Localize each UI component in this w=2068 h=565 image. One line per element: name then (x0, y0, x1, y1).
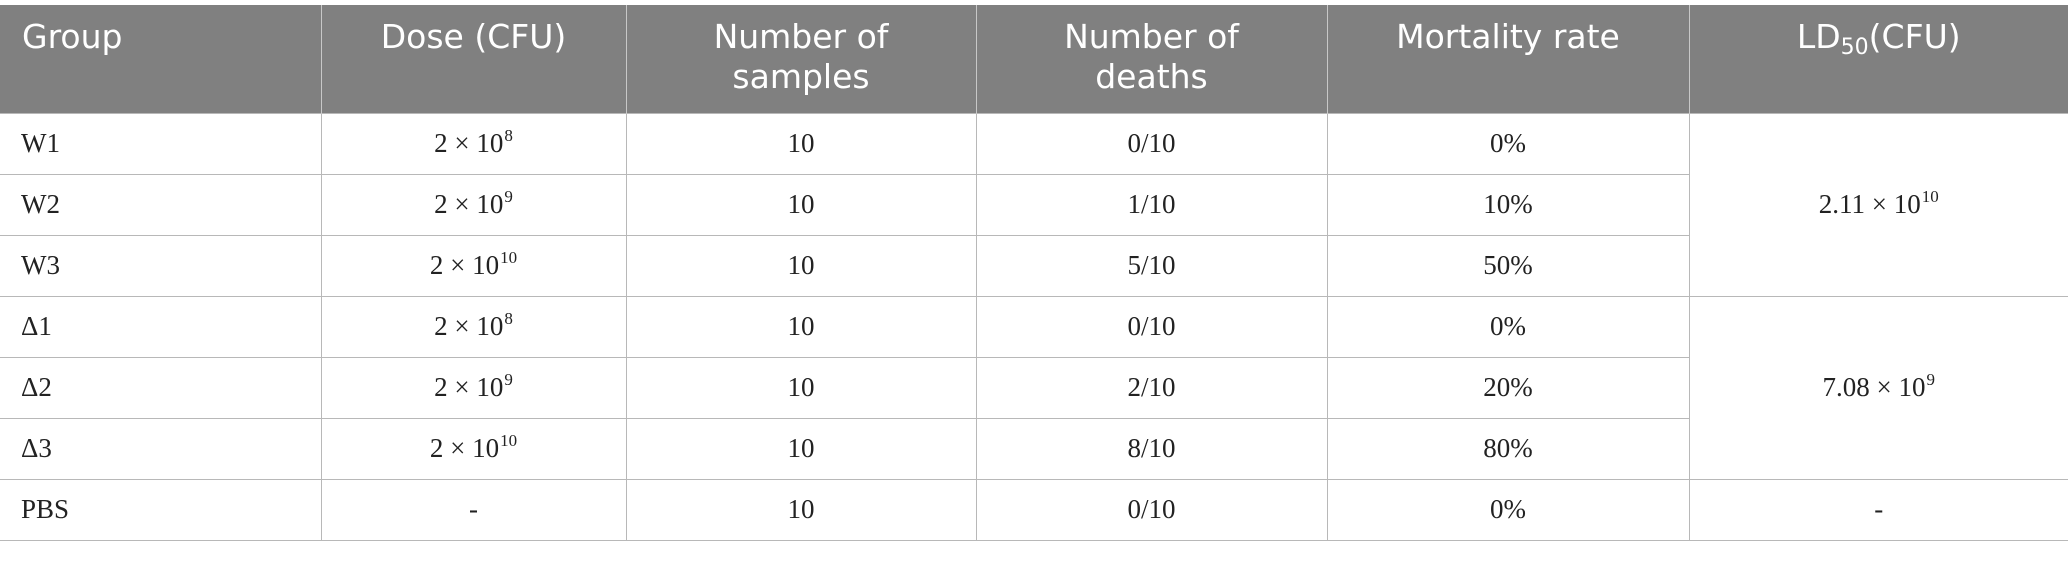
header-group: Group (0, 5, 322, 113)
header-deaths-line2: deaths (1095, 57, 1208, 96)
dose-exponent: 10 (500, 248, 518, 267)
cell-group: Δ3 (0, 417, 322, 480)
dose-base: 2 × 10 (434, 128, 504, 158)
cell-ld50-wild: 2.11 × 1010 (1688, 112, 2068, 297)
header-ld50: LD50(CFU) (1688, 5, 2068, 113)
ld50-table-container: Group Dose (CFU) Number of samples Number… (0, 5, 2068, 541)
header-dose-label: Dose (CFU) (380, 17, 567, 56)
ld50-wild-base: 2.11 × 10 (1818, 189, 1921, 219)
cell-deaths: 2/10 (975, 356, 1328, 419)
cell-deaths: 5/10 (975, 234, 1328, 297)
header-ld50-unit: (CFU) (1868, 17, 1961, 56)
cell-dose: 2 × 109 (320, 356, 627, 419)
cell-group: W1 (0, 112, 322, 175)
cell-deaths: 0/10 (975, 295, 1328, 358)
cell-deaths: 1/10 (975, 173, 1328, 236)
header-deaths-line1: Number of (1064, 17, 1239, 56)
cell-samples: 10 (625, 417, 977, 480)
cell-dose: - (320, 478, 627, 541)
dose-base: 2 × 10 (429, 433, 500, 463)
cell-mortality: 80% (1326, 417, 1690, 480)
ld50-mutant-exponent: 9 (1926, 370, 1935, 389)
cell-group: PBS (0, 478, 322, 541)
cell-samples: 10 (625, 112, 977, 175)
header-samples-line1: Number of (713, 17, 889, 56)
header-ld50-main: LD (1796, 17, 1841, 56)
table-row: W1 2 × 108 10 0/10 0% 2.11 × 1010 (0, 112, 2068, 297)
dose-exponent: 8 (504, 309, 513, 328)
cell-group: Δ1 (0, 295, 322, 358)
header-deaths-label: Number of deaths (991, 5, 1313, 97)
cell-dose: 2 × 1010 (320, 234, 627, 297)
table-row: Δ2 2 × 109 10 2/10 20% (0, 356, 2068, 419)
cell-samples: 10 (625, 356, 977, 419)
dose-exponent: 9 (504, 370, 513, 389)
header-samples-label: Number of samples (641, 5, 962, 97)
header-dose: Dose (CFU) (320, 5, 627, 113)
table-row: Δ1 2 × 108 10 0/10 0% 7.08 × 109 (0, 295, 2068, 480)
cell-deaths: 0/10 (975, 112, 1328, 175)
table-row: W3 2 × 1010 10 5/10 50% (0, 234, 2068, 297)
table-body: W1 2 × 108 10 0/10 0% 2.11 × 1010 W2 2 ×… (0, 112, 2068, 541)
header-mortality-label: Mortality rate (1396, 17, 1620, 56)
dose-exponent: 8 (504, 126, 513, 145)
table-row: PBS - 10 0/10 0% - (0, 478, 2068, 541)
ld50-mutant-base: 7.08 × 10 (1822, 372, 1926, 402)
ld50-table: Group Dose (CFU) Number of samples Number… (0, 5, 2068, 541)
cell-ld50-mutant: 7.08 × 109 (1688, 295, 2068, 480)
cell-deaths: 8/10 (975, 417, 1328, 480)
cell-mortality: 20% (1326, 356, 1690, 419)
cell-group: W3 (0, 234, 322, 297)
cell-deaths: 0/10 (975, 478, 1328, 541)
header-samples: Number of samples (625, 5, 977, 113)
header-ld50-label: LD50(CFU) (1704, 5, 2055, 62)
cell-samples: 10 (625, 478, 977, 541)
dose-base: 2 × 10 (434, 311, 504, 341)
dose-base: 2 × 10 (429, 250, 500, 280)
cell-dose: 2 × 108 (320, 112, 627, 175)
cell-mortality: 10% (1326, 173, 1690, 236)
cell-mortality: 0% (1326, 295, 1690, 358)
cell-dose: 2 × 108 (320, 295, 627, 358)
dose-base: 2 × 10 (434, 372, 504, 402)
cell-samples: 10 (625, 295, 977, 358)
cell-mortality: 0% (1326, 112, 1690, 175)
header-ld50-sub: 50 (1840, 35, 1869, 60)
cell-mortality: 50% (1326, 234, 1690, 297)
dose-exponent: 9 (504, 187, 513, 206)
cell-group: Δ2 (0, 356, 322, 419)
dose-exponent: 10 (500, 431, 518, 450)
cell-dose: 2 × 109 (320, 173, 627, 236)
header-deaths: Number of deaths (975, 5, 1328, 113)
header-samples-line2: samples (732, 57, 870, 96)
table-header: Group Dose (CFU) Number of samples Number… (0, 5, 2068, 113)
ld50-wild-exponent: 10 (1921, 187, 1939, 206)
cell-samples: 10 (625, 173, 977, 236)
header-group-label: Group (22, 17, 123, 56)
cell-mortality: 0% (1326, 478, 1690, 541)
cell-ld50-pbs: - (1688, 478, 2068, 541)
cell-group: W2 (0, 173, 322, 236)
cell-dose: 2 × 1010 (320, 417, 627, 480)
dose-base: 2 × 10 (434, 189, 504, 219)
header-row: Group Dose (CFU) Number of samples Number… (0, 5, 2068, 113)
header-mortality: Mortality rate (1326, 5, 1690, 113)
cell-samples: 10 (625, 234, 977, 297)
